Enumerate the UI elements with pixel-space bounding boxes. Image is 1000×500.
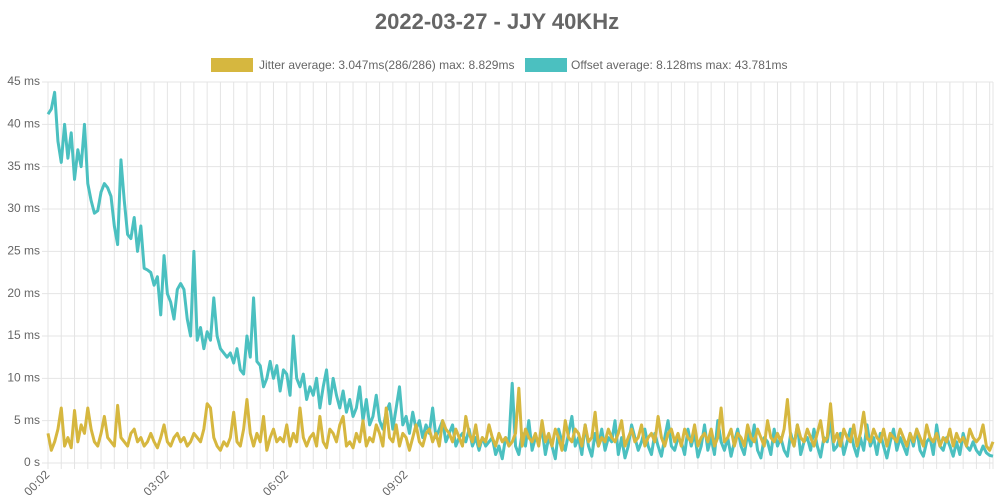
y-tick-label: 0 s — [24, 455, 40, 469]
chart-title: 2022-03-27 - JJY 40KHz — [375, 9, 619, 34]
legend-label: Jitter average: 3.047ms(286/286) max: 8.… — [259, 58, 514, 72]
x-tick-label: 09:02 — [379, 467, 410, 498]
y-tick-label: 30 ms — [7, 201, 40, 215]
x-tick-label: 06:02 — [260, 467, 291, 498]
y-tick-label: 45 ms — [7, 74, 40, 88]
y-tick-label: 40 ms — [7, 117, 40, 131]
series-line — [46, 90, 994, 461]
series-line — [46, 386, 995, 452]
legend-swatch — [211, 58, 253, 72]
y-tick-label: 35 ms — [7, 159, 40, 173]
y-tick-label: 15 ms — [7, 328, 40, 342]
y-tick-label: 20 ms — [7, 286, 40, 300]
y-tick-label: 5 ms — [14, 413, 40, 427]
legend-swatch — [525, 58, 567, 72]
x-tick-label: 03:02 — [141, 467, 172, 498]
y-tick-label: 25 ms — [7, 244, 40, 258]
y-tick-label: 10 ms — [7, 371, 40, 385]
legend-label: Offset average: 8.128ms max: 43.781ms — [571, 58, 788, 72]
x-tick-label: 00:02 — [21, 467, 52, 498]
